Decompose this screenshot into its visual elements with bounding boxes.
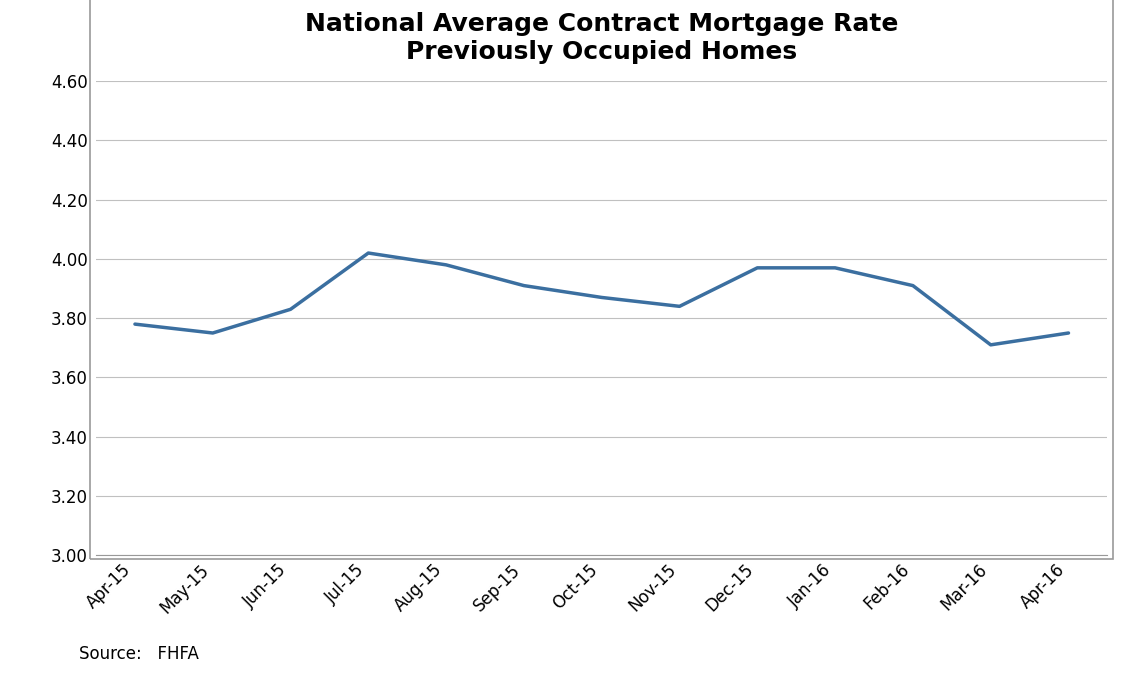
Title: National Average Contract Mortgage Rate
Previously Occupied Homes: National Average Contract Mortgage Rate … [305, 12, 898, 64]
Text: Source:   FHFA: Source: FHFA [79, 645, 199, 663]
